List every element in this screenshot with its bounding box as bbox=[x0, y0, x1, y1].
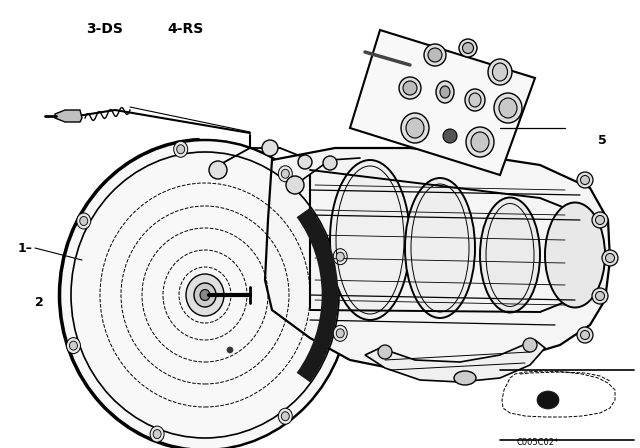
Ellipse shape bbox=[150, 426, 164, 442]
Ellipse shape bbox=[436, 81, 454, 103]
Ellipse shape bbox=[580, 176, 589, 185]
Ellipse shape bbox=[577, 172, 593, 188]
Ellipse shape bbox=[443, 129, 457, 143]
Ellipse shape bbox=[440, 86, 450, 98]
Ellipse shape bbox=[378, 345, 392, 359]
Ellipse shape bbox=[67, 338, 81, 353]
Ellipse shape bbox=[471, 132, 489, 152]
Text: 4-RS: 4-RS bbox=[167, 22, 203, 36]
Ellipse shape bbox=[459, 39, 477, 57]
Ellipse shape bbox=[186, 274, 224, 316]
Ellipse shape bbox=[580, 331, 589, 340]
Polygon shape bbox=[265, 148, 610, 370]
Text: C005C02*: C005C02* bbox=[517, 438, 559, 447]
Ellipse shape bbox=[282, 412, 289, 421]
Ellipse shape bbox=[227, 347, 233, 353]
Ellipse shape bbox=[177, 145, 185, 154]
Ellipse shape bbox=[286, 176, 304, 194]
Ellipse shape bbox=[595, 292, 605, 301]
Ellipse shape bbox=[494, 93, 522, 123]
Ellipse shape bbox=[466, 127, 494, 157]
Ellipse shape bbox=[333, 249, 348, 265]
Ellipse shape bbox=[424, 44, 446, 66]
Ellipse shape bbox=[200, 289, 210, 301]
Ellipse shape bbox=[173, 141, 188, 157]
Polygon shape bbox=[365, 340, 545, 382]
Ellipse shape bbox=[592, 288, 608, 304]
Ellipse shape bbox=[602, 250, 618, 266]
Ellipse shape bbox=[605, 254, 614, 263]
Ellipse shape bbox=[323, 156, 337, 170]
Ellipse shape bbox=[488, 59, 512, 85]
Ellipse shape bbox=[592, 212, 608, 228]
Ellipse shape bbox=[77, 213, 91, 229]
Ellipse shape bbox=[153, 430, 161, 439]
Ellipse shape bbox=[428, 48, 442, 62]
Ellipse shape bbox=[595, 215, 605, 224]
Ellipse shape bbox=[405, 178, 475, 318]
Ellipse shape bbox=[333, 325, 348, 341]
Ellipse shape bbox=[403, 81, 417, 95]
Ellipse shape bbox=[80, 216, 88, 225]
Ellipse shape bbox=[577, 327, 593, 343]
Ellipse shape bbox=[60, 140, 350, 448]
Ellipse shape bbox=[278, 408, 292, 424]
Ellipse shape bbox=[336, 329, 344, 338]
Ellipse shape bbox=[493, 63, 508, 81]
Ellipse shape bbox=[282, 169, 289, 178]
Ellipse shape bbox=[194, 283, 216, 307]
Polygon shape bbox=[55, 110, 82, 122]
Ellipse shape bbox=[469, 93, 481, 107]
Ellipse shape bbox=[336, 252, 344, 261]
Ellipse shape bbox=[463, 43, 474, 53]
Ellipse shape bbox=[209, 161, 227, 179]
Ellipse shape bbox=[330, 160, 410, 320]
Ellipse shape bbox=[401, 113, 429, 143]
Ellipse shape bbox=[399, 77, 421, 99]
Ellipse shape bbox=[70, 341, 77, 350]
Ellipse shape bbox=[545, 202, 605, 307]
Ellipse shape bbox=[499, 98, 517, 118]
Text: 1–: 1– bbox=[18, 241, 33, 254]
Ellipse shape bbox=[537, 391, 559, 409]
Ellipse shape bbox=[278, 166, 292, 182]
Text: 3-DS: 3-DS bbox=[86, 22, 124, 36]
Ellipse shape bbox=[454, 371, 476, 385]
Ellipse shape bbox=[262, 140, 278, 156]
Ellipse shape bbox=[298, 155, 312, 169]
Ellipse shape bbox=[523, 338, 537, 352]
Ellipse shape bbox=[406, 118, 424, 138]
Text: 2: 2 bbox=[35, 296, 44, 309]
Polygon shape bbox=[350, 30, 535, 175]
Ellipse shape bbox=[465, 89, 485, 111]
Ellipse shape bbox=[480, 198, 540, 313]
Text: 5: 5 bbox=[598, 134, 607, 146]
